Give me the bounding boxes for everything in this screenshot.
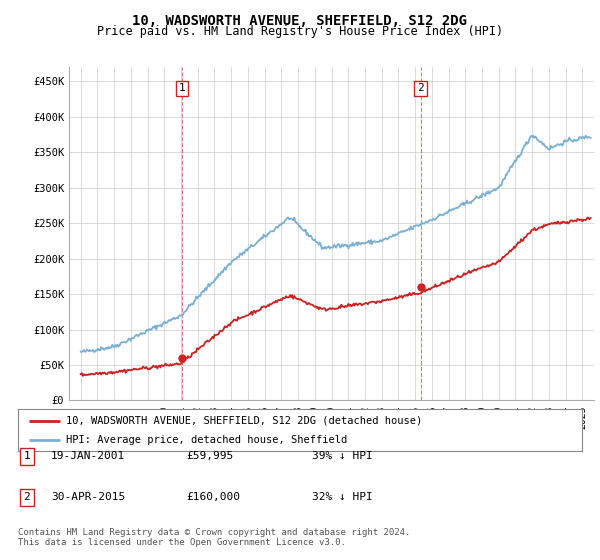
Text: £59,995: £59,995 bbox=[186, 451, 233, 461]
Text: Contains HM Land Registry data © Crown copyright and database right 2024.
This d: Contains HM Land Registry data © Crown c… bbox=[18, 528, 410, 547]
Text: 1: 1 bbox=[23, 451, 31, 461]
Text: HPI: Average price, detached house, Sheffield: HPI: Average price, detached house, Shef… bbox=[66, 435, 347, 445]
Text: 2: 2 bbox=[417, 83, 424, 94]
Text: 2: 2 bbox=[23, 492, 31, 502]
Text: Price paid vs. HM Land Registry's House Price Index (HPI): Price paid vs. HM Land Registry's House … bbox=[97, 25, 503, 38]
Text: 30-APR-2015: 30-APR-2015 bbox=[51, 492, 125, 502]
Text: 39% ↓ HPI: 39% ↓ HPI bbox=[312, 451, 373, 461]
Text: 10, WADSWORTH AVENUE, SHEFFIELD, S12 2DG: 10, WADSWORTH AVENUE, SHEFFIELD, S12 2DG bbox=[133, 14, 467, 28]
Text: 10, WADSWORTH AVENUE, SHEFFIELD, S12 2DG (detached house): 10, WADSWORTH AVENUE, SHEFFIELD, S12 2DG… bbox=[66, 416, 422, 426]
Text: 32% ↓ HPI: 32% ↓ HPI bbox=[312, 492, 373, 502]
Text: 1: 1 bbox=[178, 83, 185, 94]
Text: 19-JAN-2001: 19-JAN-2001 bbox=[51, 451, 125, 461]
Text: £160,000: £160,000 bbox=[186, 492, 240, 502]
